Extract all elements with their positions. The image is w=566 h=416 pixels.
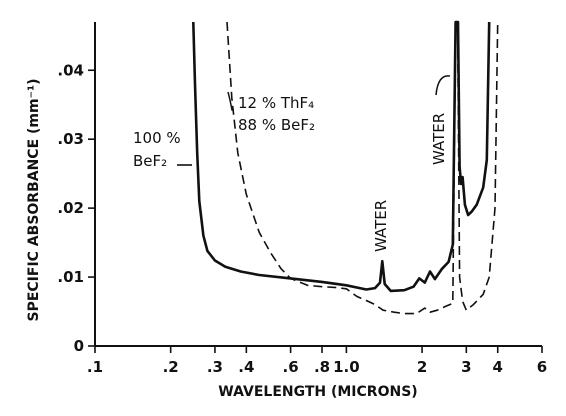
annotation-bef2-line1: 100 % <box>133 129 181 147</box>
annotation-leaders <box>177 75 451 166</box>
y-axis-title: SPECIFIC ABSORBANCE (mm⁻¹) <box>26 78 42 321</box>
series-line-1 <box>192 20 491 293</box>
annotation-water-2: WATER <box>430 113 448 165</box>
leader-water-2 <box>435 75 451 96</box>
x-tick-label: .4 <box>238 358 254 376</box>
x-tick-label: 3 <box>461 358 471 376</box>
y-ticks: 0 .01 .02 .03 .04 <box>57 61 95 355</box>
x-ticks: .1 .2 .3 .4 .6 .8 1.0 2 3 4 6 <box>87 346 547 376</box>
x-tick-label: .6 <box>283 358 299 376</box>
axes <box>94 22 542 347</box>
y-tick-label: .04 <box>57 61 84 79</box>
x-tick-label: 2 <box>417 358 427 376</box>
x-axis-title: WAVELENGTH (MICRONS) <box>218 384 417 400</box>
series-line-2 <box>226 21 499 315</box>
annotation-thf4-label: 12 % ThF₄ 88 % BeF₂ <box>238 94 315 134</box>
y-tick-label: 0 <box>74 337 84 355</box>
annotation-thf4-line2: 88 % BeF₂ <box>238 116 315 134</box>
x-tick-label: .2 <box>163 358 179 376</box>
series-layer <box>192 20 499 315</box>
x-tick-label: 6 <box>537 358 547 376</box>
x-tick-label: .1 <box>87 358 103 376</box>
x-tick-label: .8 <box>314 358 330 376</box>
y-tick-label: .02 <box>57 199 84 217</box>
x-tick-label: 4 <box>493 358 503 376</box>
annotation-thf4-line1: 12 % ThF₄ <box>238 94 314 112</box>
y-tick-label: .01 <box>57 268 84 286</box>
leader-thf4 <box>227 91 234 111</box>
annotation-bef2-line2: BeF₂ <box>133 152 167 170</box>
annotation-bef2-label: 100 % BeF₂ <box>133 129 181 170</box>
x-tick-label: .3 <box>207 358 223 376</box>
y-tick-label: .03 <box>57 130 84 148</box>
annotation-water-1: WATER <box>372 200 390 252</box>
x-tick-label: 1.0 <box>333 358 360 376</box>
